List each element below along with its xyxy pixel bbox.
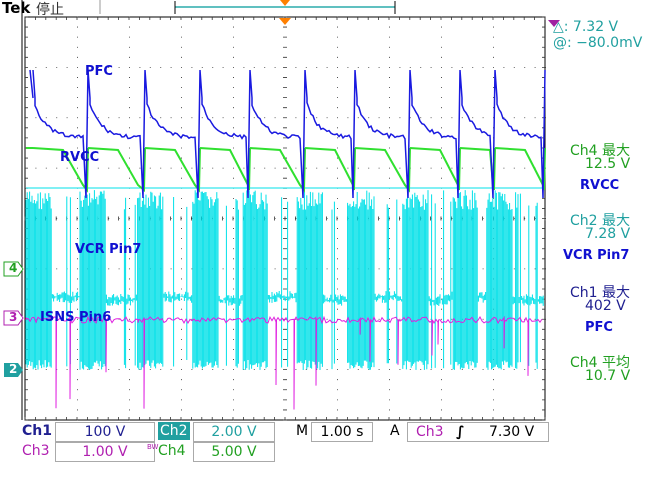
- ch2-label[interactable]: Ch2: [158, 422, 190, 440]
- cursor-delta: △: 7.32 V: [553, 19, 619, 35]
- ch4-scale[interactable]: 5.00 V: [193, 442, 275, 462]
- ch3-waveform: [25, 315, 543, 410]
- ch3-label[interactable]: Ch3: [22, 443, 50, 459]
- trigger-source: Ch3: [416, 424, 444, 440]
- cursor-marker-icon: [548, 20, 560, 27]
- acquisition-status: 停止: [36, 2, 64, 18]
- isns-annotation: ISNS Pin6: [40, 310, 112, 325]
- ch2-scale[interactable]: 2.00 V: [193, 422, 275, 442]
- trigger-level: 7.30 V: [489, 424, 535, 440]
- ch3-marker-label: 3: [9, 310, 18, 324]
- timebase-value[interactable]: 1.00 s: [311, 422, 373, 442]
- rising-edge-icon: ∫: [456, 424, 465, 440]
- ch4-waveform: [26, 147, 546, 193]
- ch2-marker: [4, 363, 23, 377]
- ch4-marker: [3, 261, 24, 277]
- measurement-label: Ch2 最大: [570, 213, 631, 229]
- ch4-label[interactable]: Ch4: [158, 443, 186, 459]
- measurement-note: VCR Pin7: [563, 248, 630, 263]
- ch1-scale[interactable]: 100 V: [55, 422, 155, 442]
- ch3-marker: [3, 310, 24, 326]
- bandwidth-limit-indicator: BW: [147, 443, 159, 451]
- measurement-label: Ch4 最大: [570, 143, 631, 159]
- cursor-at: @: −80.0mV: [553, 35, 643, 51]
- trigger-settings[interactable]: Ch3 ∫ 7.30 V: [407, 422, 549, 442]
- ch3-scale[interactable]: 1.00 V: [55, 442, 155, 462]
- measurement-note: PFC: [585, 320, 613, 335]
- ch1-label[interactable]: Ch1: [22, 423, 52, 439]
- rvcc-annotation: RVCC: [60, 150, 100, 165]
- timebase-label: M: [296, 423, 309, 439]
- channel-markers: [3, 261, 24, 377]
- trigger-mode: A: [390, 423, 400, 439]
- ch2-waveform: [25, 190, 544, 370]
- brand-logo: Tek: [2, 0, 31, 17]
- ch2-marker-label: 2: [9, 362, 18, 376]
- measurement-note: RVCC: [580, 178, 620, 193]
- measurement-value: 10.7 V: [585, 368, 631, 384]
- record-view-bar: [174, 0, 396, 14]
- measurement-value: 402 V: [585, 298, 626, 314]
- waveforms: [25, 69, 546, 410]
- ch1-waveform: [29, 69, 546, 199]
- measurement-label: Ch4 平均: [570, 355, 631, 371]
- ch4-marker-label: 4: [9, 261, 18, 275]
- pfc-annotation: PFC: [85, 64, 113, 79]
- measurement-value: 7.28 V: [585, 226, 631, 242]
- trigger-time-marker-icon: [279, 18, 291, 25]
- measurement-value: 12.5 V: [585, 156, 631, 172]
- measurement-label: Ch1 最大: [570, 285, 631, 301]
- vcr-annotation: VCR Pin7: [75, 242, 142, 257]
- trigger-position-icon: [280, 0, 290, 6]
